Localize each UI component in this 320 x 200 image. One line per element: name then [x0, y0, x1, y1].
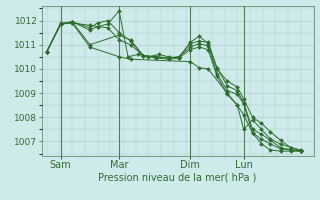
X-axis label: Pression niveau de la mer( hPa ): Pression niveau de la mer( hPa ) [99, 173, 257, 183]
